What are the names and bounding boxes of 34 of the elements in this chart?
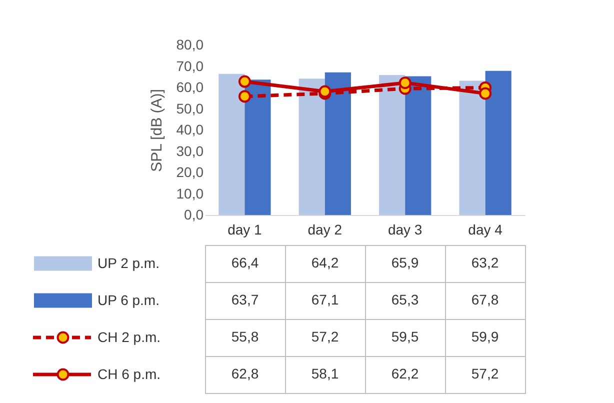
data-label: 59,5 [391,328,419,344]
legend-label: CH 2 p.m. [98,329,161,345]
y-tick-label: 60,0 [176,79,204,95]
data-label: 55,8 [231,328,259,344]
y-tick-label: 0,0 [184,206,204,222]
x-tick-label: day 4 [468,222,503,238]
y-axis-title: SPL [dB (A)] [148,89,166,172]
data-label: 63,2 [471,254,499,270]
legend-label: UP 2 p.m. [98,255,160,271]
data-label: 65,9 [391,254,419,270]
y-tick-label: 50,0 [176,100,204,116]
data-label: 62,2 [391,366,419,382]
y-tick-label: 70,0 [176,58,204,74]
y-tick-label: 40,0 [176,122,204,138]
data-label: 67,1 [311,292,339,308]
data-label: 58,1 [311,366,339,382]
y-tick-label: 10,0 [176,185,204,202]
x-tick-label: day 2 [308,222,342,238]
data-label: 57,2 [471,366,499,382]
data-label: 64,2 [311,254,339,270]
data-label: 66,4 [231,254,259,270]
y-tick-label: 20,0 [176,164,204,180]
data-label: 65,3 [391,292,419,308]
y-tick-label: 30,0 [176,142,204,159]
data-label: 57,2 [311,328,339,344]
y-tick-label: 80,0 [176,36,204,52]
data-label: 59,9 [471,328,499,344]
x-tick-label: day 1 [228,222,262,238]
data-label: 67,8 [471,292,499,308]
legend-label: CH 6 p.m. [98,366,161,382]
data-label: 63,7 [231,292,259,308]
data-label: 62,8 [231,366,259,382]
x-tick-label: day 3 [388,222,422,238]
legend-label: UP 6 p.m. [98,292,160,308]
